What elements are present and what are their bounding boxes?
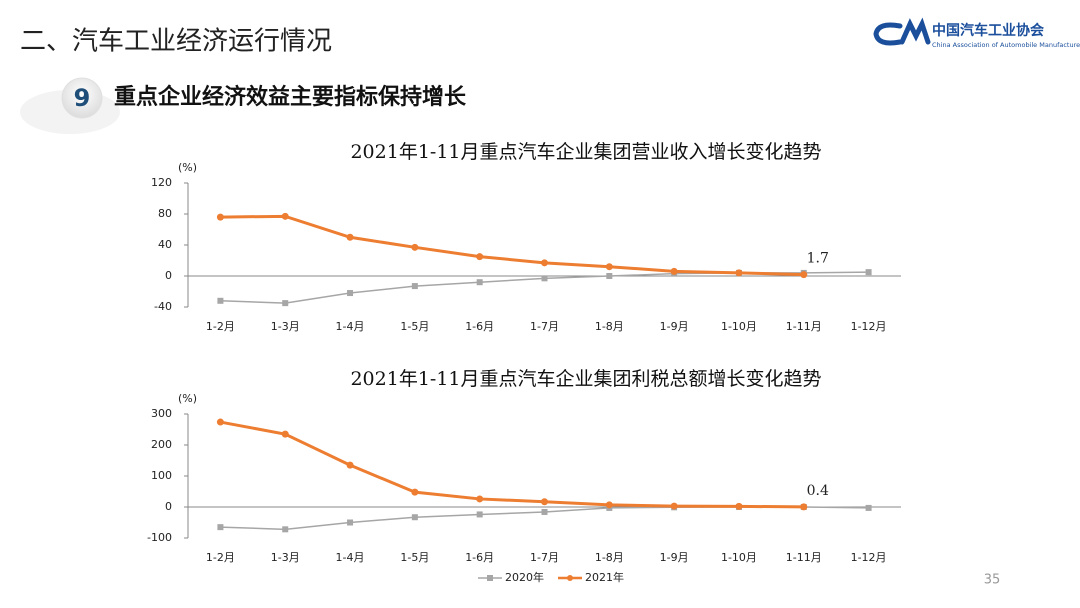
point <box>670 502 678 510</box>
point <box>735 502 743 510</box>
x-tick-label: 1-10月 <box>721 551 757 564</box>
point <box>605 501 613 509</box>
y-tick-label: 80 <box>158 207 172 220</box>
point <box>541 498 548 506</box>
section-badge <box>61 77 103 119</box>
point <box>217 524 224 531</box>
point <box>411 243 419 251</box>
chart-title: 2021年1-11月重点汽车企业集团营业收入增长变化趋势 <box>350 141 821 163</box>
y-tick-label: 120 <box>151 176 172 189</box>
point <box>282 526 289 533</box>
point <box>541 275 548 282</box>
point <box>865 504 872 511</box>
section-number: 9 <box>74 84 91 112</box>
point <box>347 519 354 526</box>
point <box>281 212 289 220</box>
legend-label: 2021年 <box>585 570 624 584</box>
point <box>476 279 483 286</box>
y-tick-label: -100 <box>147 531 172 544</box>
point <box>800 503 808 511</box>
logo-en: China Association of Automobile Manufact… <box>932 41 1080 49</box>
point <box>605 263 613 271</box>
point <box>217 297 224 304</box>
point <box>541 259 548 267</box>
x-tick-label: 1-12月 <box>851 320 887 333</box>
y-unit: (%) <box>178 392 197 405</box>
x-tick-label: 1-3月 <box>271 551 300 564</box>
y-tick-label: 300 <box>151 407 172 420</box>
y-tick-label: 100 <box>151 469 172 482</box>
point <box>346 233 354 241</box>
data-label: 0.4 <box>807 483 829 499</box>
legend-marker <box>567 575 573 581</box>
y-tick-label: -40 <box>154 300 172 313</box>
x-tick-label: 1-8月 <box>595 551 624 564</box>
x-tick-label: 1-6月 <box>465 320 494 333</box>
point <box>476 495 484 503</box>
x-tick-label: 1-7月 <box>530 320 559 333</box>
point <box>606 273 613 279</box>
y-tick-label: 40 <box>158 238 172 251</box>
point <box>216 418 224 426</box>
y-tick-label: 0 <box>165 500 172 513</box>
point <box>346 461 354 469</box>
x-tick-label: 1-2月 <box>206 551 235 564</box>
slide-title: 二、汽车工业经济运行情况 <box>20 27 332 57</box>
chart-title: 2021年1-11月重点汽车企业集团利税总额增长变化趋势 <box>350 368 821 390</box>
point <box>216 213 224 221</box>
point <box>865 269 872 276</box>
y-tick-label: 0 <box>165 269 172 282</box>
y-unit: (%) <box>178 161 197 174</box>
point <box>411 283 418 290</box>
y-tick-label: 200 <box>151 438 172 451</box>
logo-cn: 中国汽车工业协会 <box>932 22 1045 39</box>
x-tick-label: 1-9月 <box>660 320 689 333</box>
x-tick-label: 1-12月 <box>851 551 887 564</box>
x-tick-label: 1-8月 <box>595 320 624 333</box>
x-tick-label: 1-10月 <box>721 320 757 333</box>
x-tick-label: 1-9月 <box>660 551 689 564</box>
x-tick-label: 1-2月 <box>206 320 235 333</box>
legend-label: 2020年 <box>505 570 544 584</box>
logo-mark <box>873 17 931 46</box>
point <box>476 253 484 261</box>
x-tick-label: 1-11月 <box>786 320 822 333</box>
x-tick-label: 1-4月 <box>336 551 365 564</box>
page-number: 35 <box>984 573 1001 588</box>
point <box>670 267 678 275</box>
x-tick-label: 1-11月 <box>786 551 822 564</box>
point <box>347 290 354 297</box>
series-line <box>220 214 804 277</box>
x-tick-label: 1-4月 <box>336 320 365 333</box>
subtitle: 重点企业经济效益主要指标保持增长 <box>114 84 467 110</box>
point <box>411 514 418 521</box>
point <box>281 430 289 438</box>
x-tick-label: 1-6月 <box>465 551 494 564</box>
x-tick-label: 1-5月 <box>400 551 429 564</box>
data-label: 1.7 <box>807 251 829 267</box>
series-line <box>220 420 804 509</box>
point <box>735 269 743 277</box>
point <box>282 300 289 307</box>
legend-marker <box>487 575 493 581</box>
point <box>411 488 419 496</box>
x-tick-label: 1-3月 <box>271 320 300 333</box>
point <box>800 271 808 279</box>
x-tick-label: 1-7月 <box>530 551 559 564</box>
x-tick-label: 1-5月 <box>400 320 429 333</box>
point <box>541 508 548 515</box>
point <box>476 511 483 518</box>
